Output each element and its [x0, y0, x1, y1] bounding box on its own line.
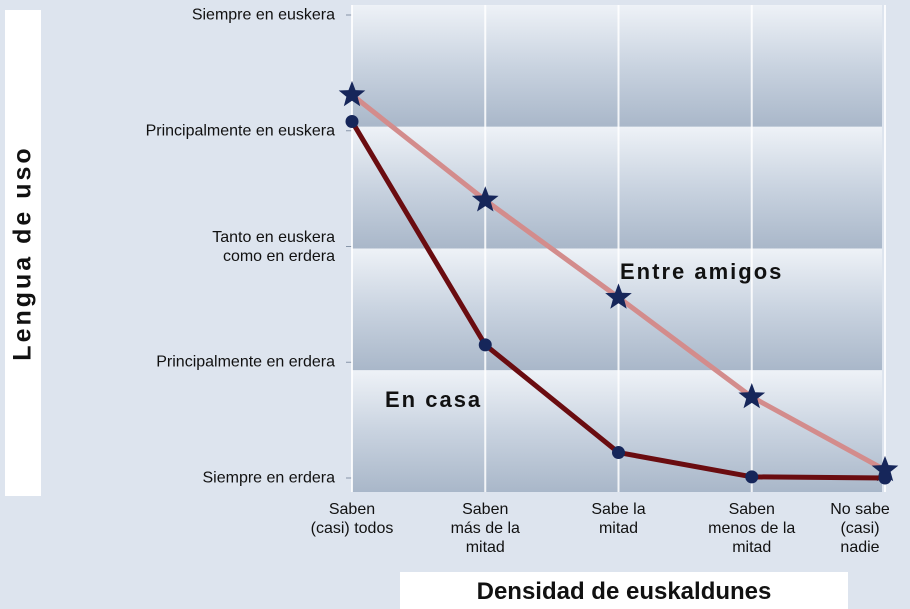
star-marker — [871, 455, 899, 482]
plot-band — [352, 370, 882, 492]
series-label: En casa — [385, 387, 483, 412]
x-tick-label: Saben menos de la mitad — [708, 501, 796, 556]
y-tick-label: Tanto en euskera como en erdera — [212, 228, 335, 265]
x-tick-label: Saben más de la mitad — [450, 501, 520, 556]
y-tick-label: Principalmente en erdera — [156, 353, 335, 371]
star-marker — [605, 283, 632, 309]
x-axis-title-box — [400, 572, 848, 609]
star-marker — [738, 383, 766, 409]
star-marker — [338, 80, 366, 107]
x-tick-label: Saben (casi) todos — [310, 501, 394, 537]
y-tick-label: Principalmente en euskera — [145, 122, 335, 140]
y-tick-label: Siempre en euskera — [191, 6, 335, 24]
x-tick-label: No sabe (casi) nadie — [830, 501, 890, 556]
star-marker — [471, 186, 499, 212]
y-axis-title-box — [5, 10, 41, 496]
plot-band — [352, 126, 882, 249]
circle-marker — [345, 114, 359, 128]
x-axis-title: Densidad de euskaldunes — [476, 578, 772, 605]
circle-marker — [612, 446, 625, 460]
series-label: Entre amigos — [620, 259, 784, 284]
circle-marker — [478, 338, 492, 352]
y-tick-label: Siempre en erdera — [202, 469, 335, 487]
x-tick-label: Sabe la mitad — [591, 501, 646, 537]
plot-band — [352, 248, 882, 371]
plot-band — [352, 5, 882, 127]
circle-marker — [745, 470, 759, 484]
circle-marker — [878, 471, 892, 485]
